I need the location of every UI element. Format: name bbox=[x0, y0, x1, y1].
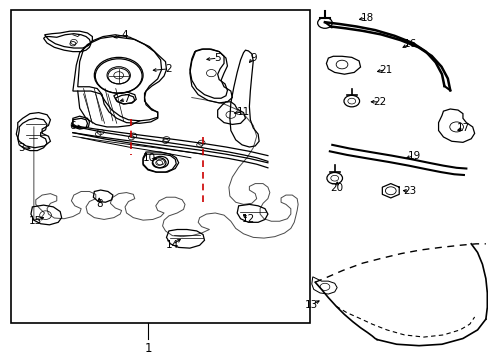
Text: 11: 11 bbox=[236, 107, 250, 117]
Text: 5: 5 bbox=[214, 53, 221, 63]
Text: 6: 6 bbox=[69, 121, 76, 131]
Text: 10: 10 bbox=[142, 153, 156, 163]
Text: 23: 23 bbox=[403, 186, 416, 197]
Text: 7: 7 bbox=[123, 94, 129, 104]
Text: 18: 18 bbox=[360, 13, 373, 23]
Text: 9: 9 bbox=[249, 53, 256, 63]
Text: 4: 4 bbox=[122, 30, 128, 40]
Text: 13: 13 bbox=[305, 300, 318, 310]
Text: 16: 16 bbox=[403, 39, 416, 49]
Text: 14: 14 bbox=[165, 239, 179, 249]
Text: 20: 20 bbox=[330, 183, 343, 193]
Text: 21: 21 bbox=[379, 64, 392, 75]
Text: 19: 19 bbox=[407, 150, 420, 161]
Text: 3: 3 bbox=[18, 143, 24, 153]
Text: 17: 17 bbox=[456, 123, 469, 133]
Text: 8: 8 bbox=[96, 199, 102, 210]
Text: 12: 12 bbox=[241, 215, 255, 224]
Text: 2: 2 bbox=[165, 64, 172, 74]
Text: 1: 1 bbox=[144, 342, 151, 355]
Text: 15: 15 bbox=[29, 216, 42, 226]
Text: 22: 22 bbox=[373, 97, 386, 107]
Bar bbox=[11, 10, 310, 323]
